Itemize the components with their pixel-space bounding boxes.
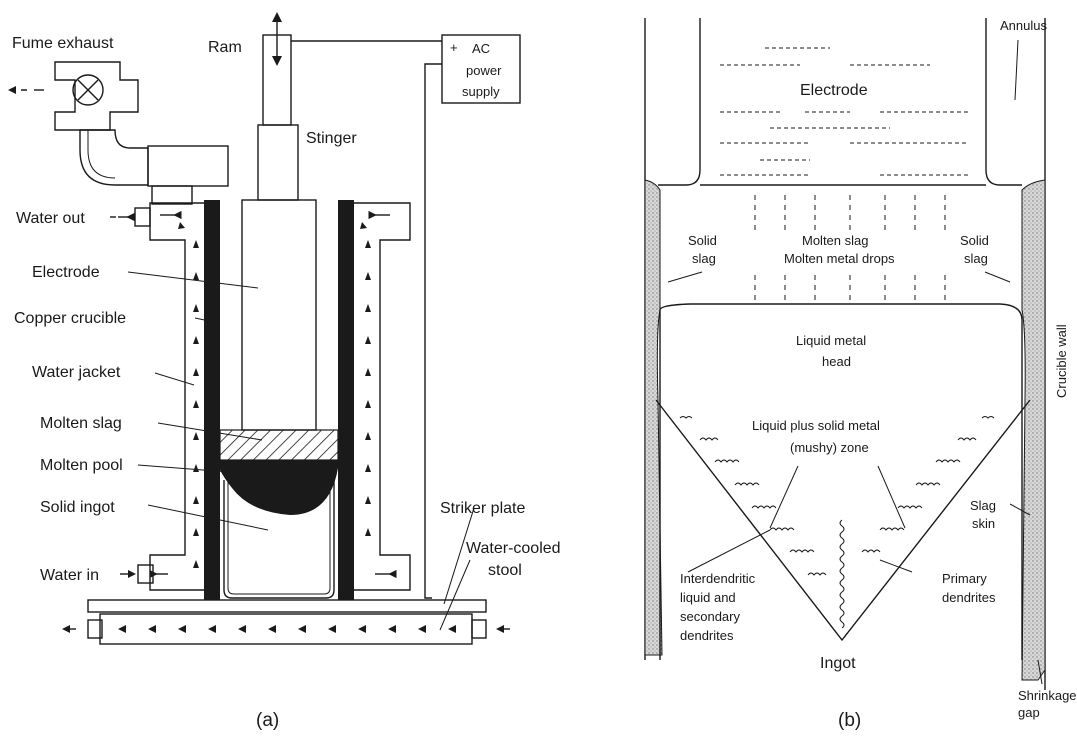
- caption-b: (b): [838, 710, 861, 731]
- solid-slag-left: [644, 179, 663, 656]
- panel-b: Annulus Electrode Solid slag Molten slag…: [644, 18, 1077, 731]
- fume-duct: [79, 129, 149, 186]
- label-plus: +: [450, 40, 458, 55]
- water-in-pipe: [137, 564, 154, 584]
- label-mushy-1: Liquid plus solid metal: [752, 418, 880, 433]
- fan-icon: [72, 74, 104, 106]
- label-crucible-wall: Crucible wall: [1054, 324, 1069, 398]
- label-molten-metal-drops: Molten metal drops: [784, 251, 895, 266]
- label-power: power: [466, 63, 502, 78]
- label-water-in: Water in: [40, 567, 99, 584]
- label-supply: supply: [462, 84, 500, 99]
- liquid-metal-head: [659, 303, 1023, 660]
- label-ram: Ram: [208, 39, 242, 56]
- label-solid-ingot: Solid ingot: [40, 499, 115, 516]
- caption-a: (a): [256, 710, 279, 731]
- solid-slag-right: [1021, 179, 1046, 681]
- label-annulus: Annulus: [1000, 18, 1047, 33]
- label-primary-1: Primary: [942, 571, 987, 586]
- label-liquid-metal-1: Liquid metal: [796, 333, 866, 348]
- label-molten-pool: Molten pool: [40, 457, 123, 474]
- molten-pool: [220, 460, 338, 515]
- label-shrinkage-2: gap: [1018, 705, 1040, 720]
- label-mushy-2: (mushy) zone: [790, 440, 869, 455]
- electrode: [241, 199, 317, 431]
- label-solid-slag-left-1: Solid: [688, 233, 717, 248]
- label-solid-slag-right-1: Solid: [960, 233, 989, 248]
- metal-drops: [754, 195, 946, 305]
- electrode-b-right: [985, 18, 1022, 186]
- mushy-zone: [655, 399, 1031, 642]
- label-solid-slag-right-2: slag: [964, 251, 988, 266]
- electrode-texture: [720, 47, 968, 176]
- fume-hood: [147, 145, 229, 187]
- panel-b-leaders: [667, 39, 1043, 685]
- label-fume-exhaust: Fume exhaust: [12, 35, 114, 52]
- label-copper-crucible: Copper crucible: [14, 310, 126, 327]
- label-molten-slag-b: Molten slag: [802, 233, 868, 248]
- label-shrinkage-1: Shrinkage: [1018, 688, 1077, 703]
- electrode-b-left: [658, 18, 701, 186]
- water-flow-marks: [149, 210, 397, 579]
- label-striker-plate: Striker plate: [440, 500, 525, 517]
- panel-a: Fume exhaust Ram + AC power supply Sting…: [8, 12, 561, 731]
- label-ingot: Ingot: [820, 655, 856, 672]
- label-slag-skin-2: skin: [972, 516, 995, 531]
- label-electrode-a: Electrode: [32, 264, 100, 281]
- copper-crucible-left: [204, 200, 220, 600]
- label-slag-skin-1: Slag: [970, 498, 996, 513]
- label-interdendritic-4: dendrites: [680, 628, 734, 643]
- ac-power-supply: [441, 34, 521, 104]
- label-interdendritic-2: liquid and: [680, 590, 736, 605]
- label-liquid-metal-2: head: [822, 354, 851, 369]
- label-solid-slag-left-2: slag: [692, 251, 716, 266]
- panel-a-leaders: [127, 271, 475, 631]
- stool-flow-marks: [62, 625, 510, 633]
- label-water-cooled: Water-cooled: [466, 540, 561, 557]
- solid-ingot: [223, 475, 335, 599]
- label-interdendritic-1: Interdendritic: [680, 571, 756, 586]
- water-jacket-right: [339, 202, 411, 591]
- molten-slag: [219, 429, 339, 461]
- power-cable-return: [424, 63, 442, 599]
- label-water-out: Water out: [16, 210, 85, 227]
- label-primary-2: dendrites: [942, 590, 996, 605]
- copper-crucible-right: [338, 200, 354, 600]
- fume-exhaust-fan: [8, 61, 139, 131]
- label-stool: stool: [488, 562, 522, 579]
- label-water-jacket: Water jacket: [32, 364, 121, 381]
- striker-plate: [87, 599, 487, 613]
- dendrites: [679, 416, 995, 629]
- water-out-pipe: [134, 207, 151, 227]
- label-interdendritic-3: secondary: [680, 609, 740, 624]
- label-molten-slag-a: Molten slag: [40, 415, 122, 432]
- label-stinger: Stinger: [306, 130, 357, 147]
- stinger: [257, 124, 299, 201]
- label-ac: AC: [472, 41, 490, 56]
- label-electrode-b: Electrode: [800, 82, 868, 99]
- water-jacket-left: [149, 202, 213, 591]
